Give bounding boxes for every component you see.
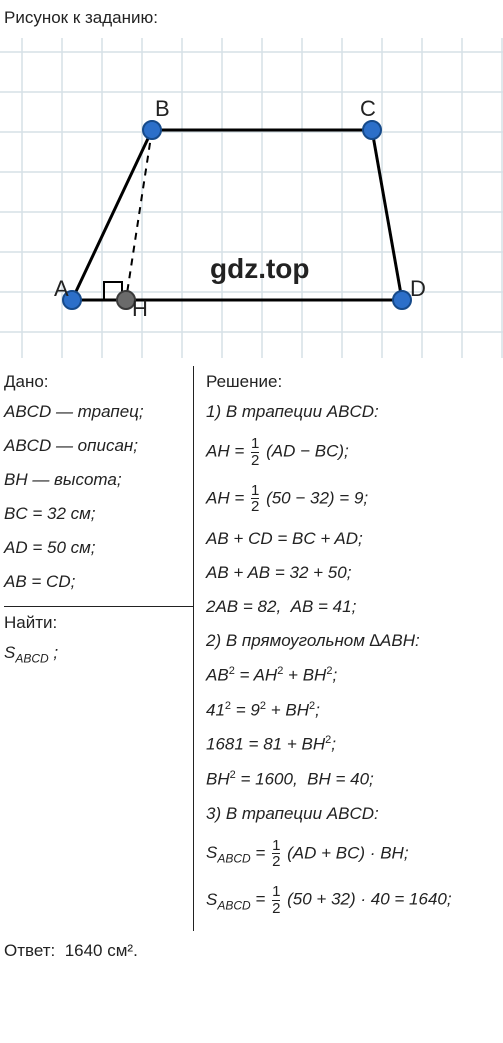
given-line: BC = 32 см; <box>4 504 183 524</box>
given-line: AB = CD; <box>4 572 183 592</box>
svg-text:gdz.top: gdz.top <box>210 253 310 284</box>
solution-column: Решение: 1) В трапеции ABCD: AH = 12 (AD … <box>194 366 499 931</box>
solution-line: 3) В трапеции ABCD: <box>206 804 499 824</box>
solution-line: AH = 12 (AD − BC); <box>206 436 499 469</box>
solution-line: SABCD = 12 (AD + BC) · BH; <box>206 838 499 871</box>
solution-line: SABCD = 12 (50 + 32) · 40 = 1640; <box>206 884 499 917</box>
solution-line: 1) В трапеции ABCD: <box>206 402 499 422</box>
solution-line: 2) В прямоугольном ∆ABH: <box>206 631 499 651</box>
given-line: ABCD — трапец; <box>4 402 183 422</box>
svg-text:A: A <box>54 276 69 301</box>
solution-line: AH = 12 (50 − 32) = 9; <box>206 483 499 516</box>
figure-caption: Рисунок к заданию: <box>0 0 503 38</box>
svg-text:H: H <box>132 296 148 321</box>
divider <box>4 606 194 607</box>
svg-text:B: B <box>155 96 170 121</box>
solution-block: Дано: ABCD — трапец; ABCD — описан; BH — в… <box>0 358 503 931</box>
svg-text:D: D <box>410 276 426 301</box>
find-line: SABCD ; <box>4 643 183 665</box>
solution-line: AB2 = AH2 + BH2; <box>206 665 499 686</box>
solution-line: 2AB = 82, AB = 41; <box>206 597 499 617</box>
svg-text:C: C <box>360 96 376 121</box>
given-line: ABCD — описан; <box>4 436 183 456</box>
answer-line: Ответ: 1640 см². <box>0 931 503 967</box>
given-column: Дано: ABCD — трапец; ABCD — описан; BH — в… <box>4 366 194 931</box>
given-label: Дано: <box>4 372 183 392</box>
solution-line: AB + CD = BC + AD; <box>206 529 499 549</box>
trapezoid-figure: A B C D Hgdz.top <box>0 38 503 358</box>
solution-line: AB + AB = 32 + 50; <box>206 563 499 583</box>
solution-label: Решение: <box>206 372 499 392</box>
find-label: Найти: <box>4 613 183 633</box>
solution-line: 412 = 92 + BH2; <box>206 700 499 721</box>
solution-line: BH2 = 1600, BH = 40; <box>206 769 499 790</box>
solution-line: 1681 = 81 + BH2; <box>206 734 499 755</box>
given-line: AD = 50 см; <box>4 538 183 558</box>
given-line: BH — высота; <box>4 470 183 490</box>
